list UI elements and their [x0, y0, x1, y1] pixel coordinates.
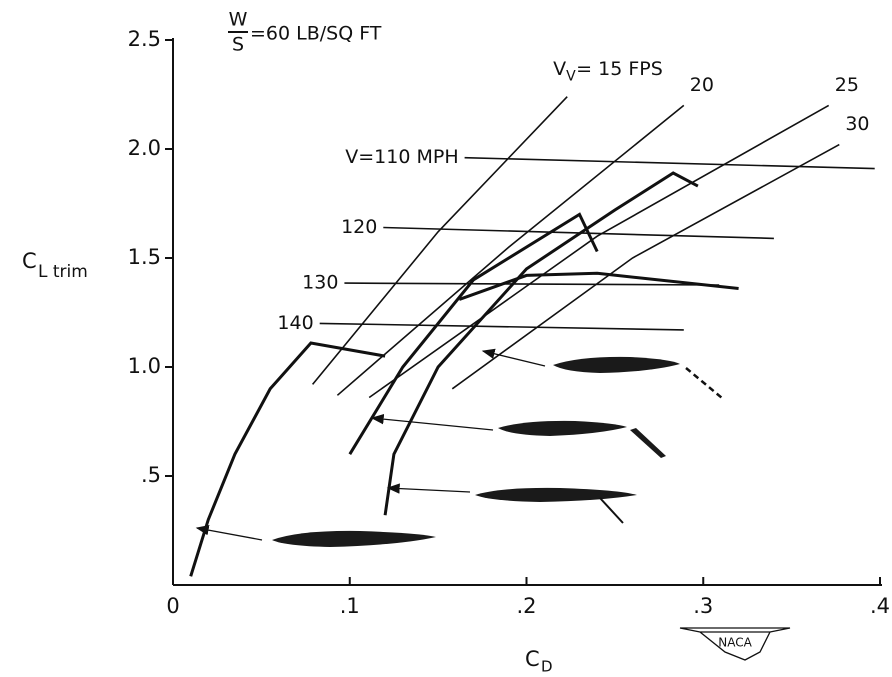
series-line	[189, 341, 386, 577]
title-denominator: S	[232, 34, 244, 56]
logo-text: NACA	[718, 636, 752, 650]
flap	[599, 497, 624, 524]
x-tick-label: 0	[166, 594, 179, 618]
flap	[685, 367, 723, 399]
airfoil	[498, 420, 627, 436]
series-line	[368, 104, 830, 399]
arrow	[481, 348, 546, 367]
y-tick-label: 2.0	[128, 136, 161, 160]
airfoil	[553, 356, 680, 373]
y-tick-label: 1.5	[128, 245, 161, 269]
flap	[630, 428, 666, 458]
series-line	[464, 156, 875, 170]
arrow	[386, 483, 471, 494]
series-label: 120	[341, 216, 377, 238]
series-line	[319, 322, 684, 331]
chart-title: =60 LB/SQ FT	[250, 23, 382, 45]
airfoil	[272, 530, 436, 547]
series-line	[311, 96, 568, 385]
series-line	[383, 171, 699, 516]
series-label: 20	[690, 74, 714, 96]
x-label: C	[525, 647, 540, 671]
series-label: 130	[302, 272, 338, 294]
title-numerator: W	[229, 9, 248, 31]
y-tick-label: 2.5	[128, 27, 161, 51]
series-label: = 15 FPS	[576, 58, 663, 80]
arrow	[370, 413, 494, 431]
y-label-subscript: L trim	[38, 262, 88, 282]
y-tick-label: .5	[141, 463, 161, 487]
x-tick-label: .1	[340, 594, 360, 618]
series-line	[336, 104, 685, 396]
series-label: 25	[835, 74, 859, 96]
x-tick-label: .2	[516, 594, 536, 618]
series-label: 140	[277, 312, 313, 334]
series-label: 30	[845, 113, 869, 135]
y-tick-label: 1.0	[128, 354, 161, 378]
airfoil	[475, 487, 637, 502]
series-label: V=110 MPH	[345, 146, 458, 168]
logo-wing	[679, 627, 791, 661]
series-line	[458, 271, 739, 301]
x-label-subscript: D	[541, 658, 553, 676]
series-line	[348, 212, 599, 455]
series-line	[451, 143, 840, 390]
sink-subscript: V	[566, 69, 576, 85]
arrow	[195, 525, 263, 541]
y-label: C	[22, 249, 37, 273]
x-tick-label: .3	[693, 594, 713, 618]
x-tick-label: .4	[870, 594, 890, 618]
series-line	[344, 282, 720, 286]
sink-symbol: V	[553, 58, 566, 80]
